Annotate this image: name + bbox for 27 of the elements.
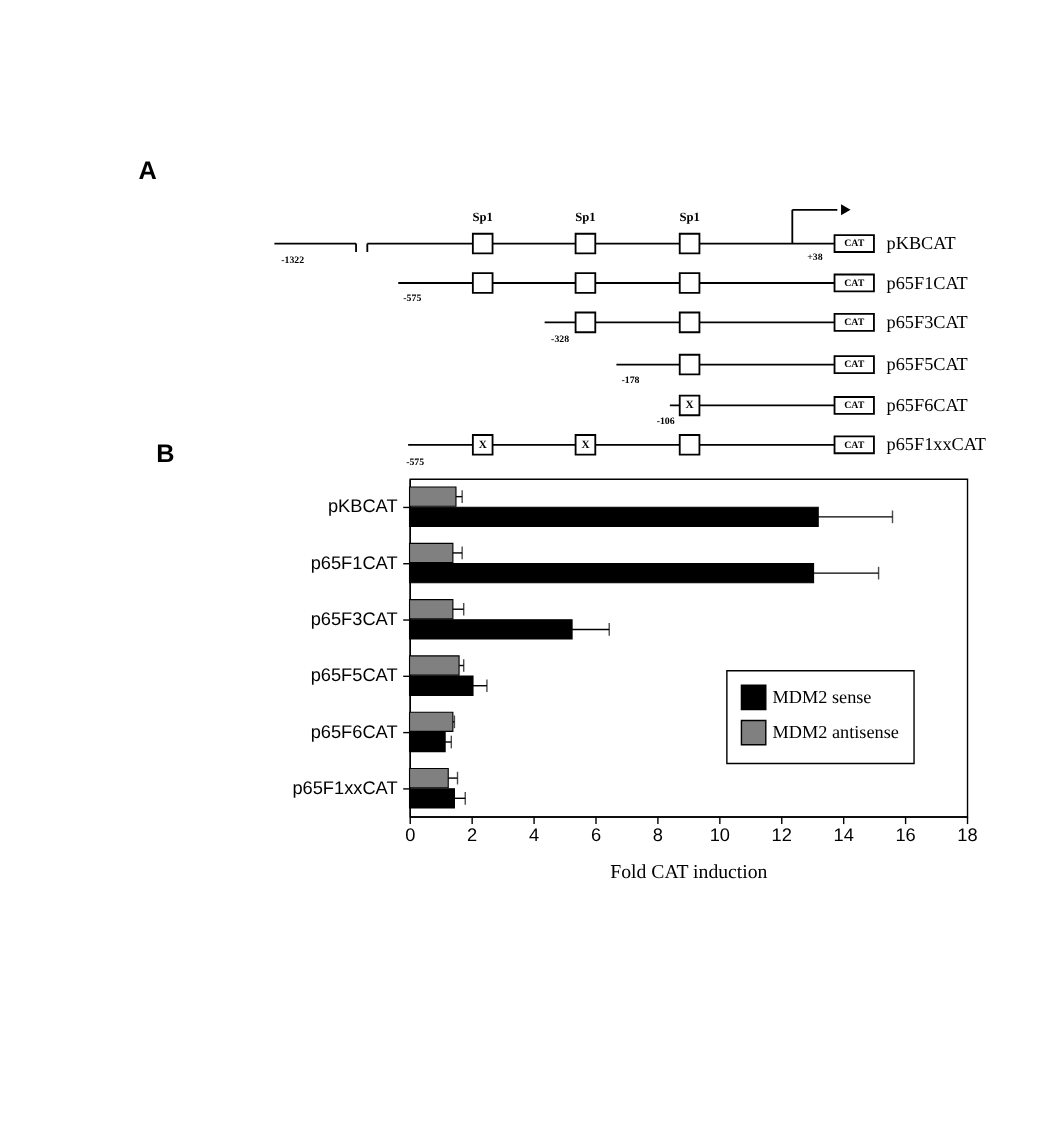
x-tick-label: 4	[528, 824, 540, 845]
y-tick-label: p65F6CAT	[310, 721, 399, 742]
y-tick-label: p65F1CAT	[310, 552, 399, 573]
x-tick-label: 14	[833, 824, 854, 845]
text: pKBCAT	[886, 233, 957, 254]
x-axis-title: Fold CAT induction	[610, 861, 768, 884]
text: p65F3CAT	[886, 312, 969, 333]
legend-label: MDM2 sense	[772, 687, 872, 708]
x-tick-label: 0	[405, 824, 416, 845]
x-tick-label: 16	[895, 824, 916, 845]
text: p65F6CAT	[886, 395, 969, 416]
y-tick-label: p65F3CAT	[310, 608, 399, 629]
y-tick-label: p65F5CAT	[310, 665, 399, 686]
text: p65F1CAT	[886, 272, 969, 293]
x-tick-label: 8	[652, 824, 663, 845]
x-tick-label: 10	[709, 824, 730, 845]
x-tick-label: 6	[590, 824, 602, 845]
x-tick-label: 12	[771, 824, 792, 845]
x-tick-label: 2	[467, 824, 478, 845]
text: A	[138, 156, 157, 185]
y-tick-label: p65F1xxCAT	[292, 777, 399, 798]
text: p65F1xxCAT	[886, 434, 987, 455]
x-tick-label: 18	[957, 824, 978, 845]
text: B	[156, 439, 175, 468]
text: p65F5CAT	[886, 354, 969, 375]
legend-label: MDM2 antisense	[772, 722, 899, 743]
y-tick-label: pKBCAT	[327, 496, 399, 517]
